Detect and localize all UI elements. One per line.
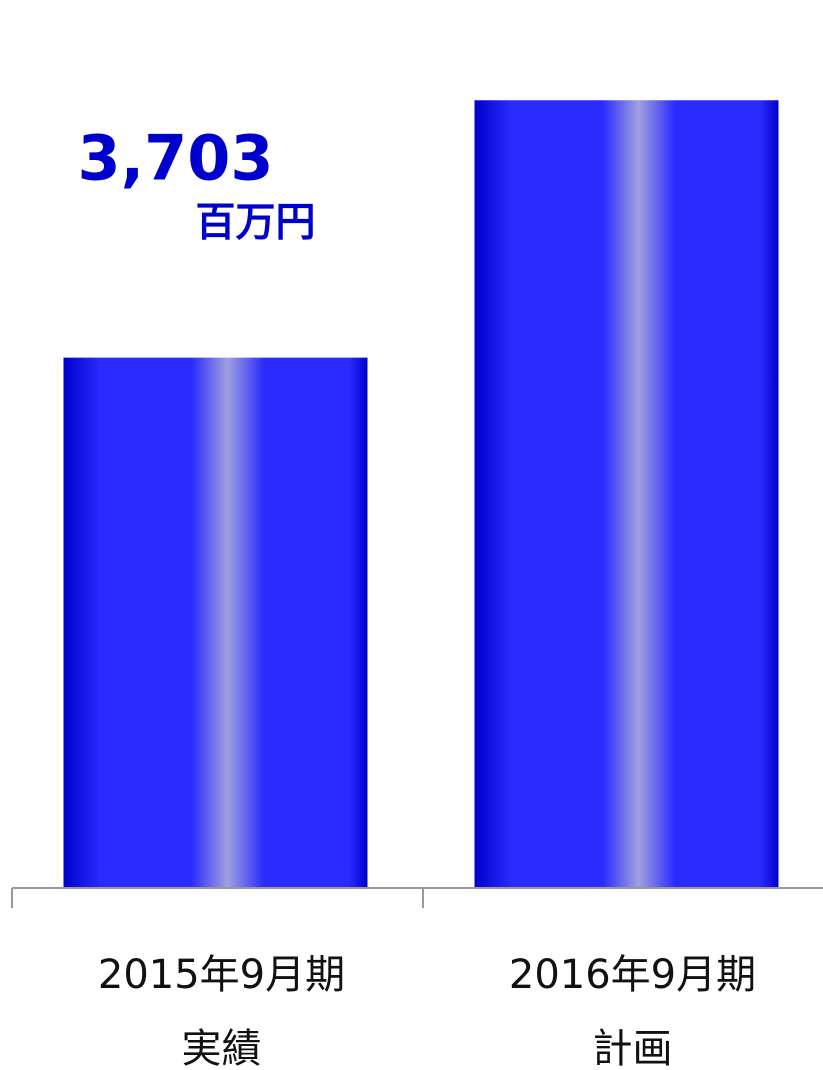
labels-group: 3,703百万円2015年9月期実績5,500百万円2016年9月期計画 [77, 122, 756, 1070]
category-label-1-line1: 2015年9月期 [98, 952, 345, 998]
bar-2 [474, 100, 779, 889]
data-label-value-1: 3,703 [77, 122, 273, 195]
category-label-2-line2: 計画 [593, 1026, 673, 1070]
x-axis [11, 887, 823, 908]
bar-1 [63, 357, 368, 888]
category-label-2-line1: 2016年9月期 [509, 952, 756, 998]
category-label-1-line2: 実績 [182, 1026, 262, 1070]
bars-group [63, 100, 779, 889]
data-label-unit-1: 百万円 [196, 200, 316, 246]
